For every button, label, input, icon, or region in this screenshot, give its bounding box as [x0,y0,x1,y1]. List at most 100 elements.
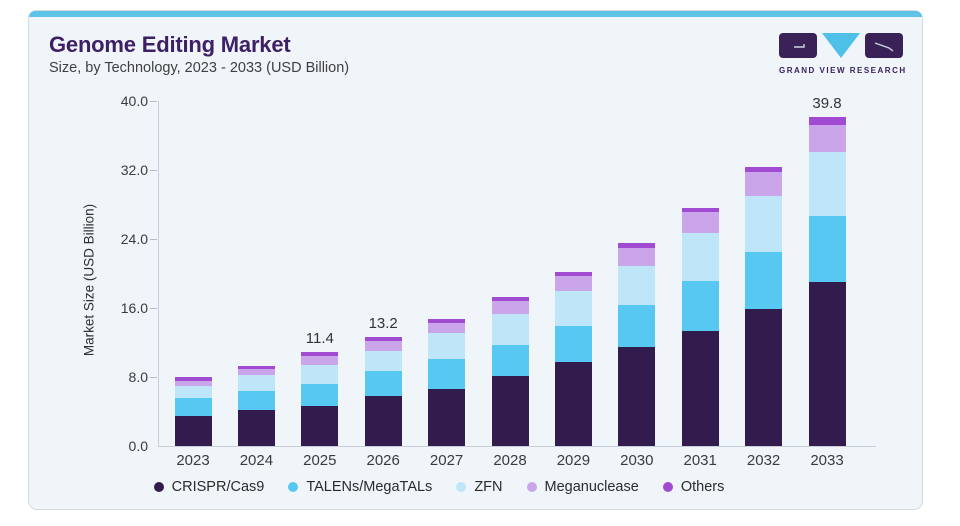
chart-title: Genome Editing Market [49,32,291,57]
bar-2024-segment-meganuclease [237,369,275,375]
y-tick-label-40.0: 40.0 [120,93,148,109]
bar-2030-segment-zfn [618,265,656,306]
bar-2032-segment-meganuclease [745,172,783,197]
value-label-2026: 13.2 [368,314,398,332]
bar-2026-segment-crispr-cas9 [364,396,402,446]
bar-2030 [618,242,656,446]
bar-2030-segment-others [618,242,656,248]
legend-item-crispr-cas9: CRISPR/Cas9 [153,479,265,495]
bar-2026-segment-talens-megatals [364,370,402,397]
bar-2024 [237,365,275,446]
bar-2032-segment-zfn [745,196,783,252]
bar-2026-segment-meganuclease [364,340,402,351]
y-tick-label-16.0: 16.0 [120,300,148,316]
legend-item-talens-megatals: TALENs/MegaTALs [288,479,432,495]
bar-2031-segment-crispr-cas9 [681,331,719,446]
bar-2023 [174,377,212,446]
bar-2029-segment-zfn [554,290,592,327]
year-label-2031: 2031 [683,452,717,469]
bar-2033-segment-crispr-cas9 [808,282,846,446]
chart-subtitle: Size, by Technology, 2023 - 2033 (USD Bi… [49,60,350,76]
legend-dot-zfn [456,482,467,492]
year-label-2029: 2029 [556,452,591,469]
y-tick-mark-16.0 [150,308,157,309]
legend-dot-meganuclease [526,482,537,492]
bar-2033 [808,116,846,446]
bar-2032 [745,167,783,446]
legend-dot-talens-megatals [288,482,299,492]
legend-label-others: Others [680,479,725,495]
y-axis-title: Market Size (USD Billion) [81,203,97,357]
bar-2028 [491,297,529,446]
year-label-2023: 2023 [176,452,210,469]
bar-2029-segment-meganuclease [554,276,592,291]
legend-dot-others [662,482,673,492]
legend-item-zfn: ZFN [456,479,503,495]
legend-item-meganuclease: Meganuclease [526,479,639,495]
y-tick-label-24.0: 24.0 [120,231,148,247]
bar-2025-segment-zfn [301,364,339,384]
bar-2030-segment-talens-megatals [618,305,656,347]
bar-2024-segment-crispr-cas9 [237,410,275,446]
year-label-2030: 2030 [620,452,654,469]
x-axis-line [158,446,876,447]
bar-2024-segment-others [237,365,275,370]
legend-label-meganuclease: Meganuclease [544,479,639,495]
bar-2025-segment-others [301,351,339,356]
year-label-2027: 2027 [429,452,464,469]
legend: CRISPR/Cas9 TALENs/MegaTALs ZFN Meganucleas… [0,479,878,495]
bar-2031-segment-zfn [681,232,719,281]
bar-2028-segment-crispr-cas9 [491,375,529,446]
bar-2028-segment-others [491,297,529,302]
y-tick-label-32.0: 32.0 [120,162,148,178]
legend-label-zfn: ZFN [474,479,503,495]
legend-item-others: Others [662,479,725,495]
bar-2028-segment-talens-megatals [491,345,529,376]
bar-2025-segment-talens-megatals [301,383,339,407]
bar-2023-segment-zfn [174,385,212,398]
gvr-logo: GRAND VIEW RESEARCH [779,33,907,75]
bar-2027 [428,318,466,446]
bar-2031-segment-meganuclease [681,211,719,233]
bar-2023-segment-others [174,377,212,381]
legend-label-crispr-cas9: CRISPR/Cas9 [171,479,265,495]
bar-2027-segment-meganuclease [428,322,466,333]
bar-2033-segment-meganuclease [808,125,846,153]
y-tick-label-8.0: 8.0 [128,369,148,385]
bar-2025-segment-meganuclease [301,355,339,365]
year-label-2024: 2024 [239,452,274,469]
bar-2024-segment-zfn [237,374,275,392]
bar-2033-segment-zfn [808,152,846,217]
y-tick-mark-24.0 [150,239,157,240]
year-label-2033: 2033 [810,452,844,469]
year-label-2025: 2025 [303,452,337,469]
year-label-2028: 2028 [493,452,527,469]
chart-card: Genome Editing Market Size, by Technolog… [28,10,923,510]
y-tick-mark-8.0 [150,377,157,378]
bar-2031 [681,207,719,446]
card-accent-bar [29,11,922,17]
gvr-logo-text: GRAND VIEW RESEARCH [779,66,907,75]
bar-2026-segment-others [364,336,402,341]
bar-2027-segment-talens-megatals [428,359,466,389]
value-label-2025: 11.4 [305,329,334,347]
bar-2030-segment-meganuclease [618,247,656,266]
year-label-2026: 2026 [366,452,400,469]
legend-dot-crispr-cas9 [153,482,164,492]
bar-2028-segment-meganuclease [491,301,529,315]
y-tick-mark-40.0 [150,101,157,102]
bar-2031-segment-others [681,207,719,212]
bar-2025 [301,351,339,446]
bar-2032-segment-others [745,167,783,173]
bar-2033-segment-talens-megatals [808,216,846,283]
bar-2027-segment-crispr-cas9 [428,388,466,446]
bar-2027-segment-others [428,318,466,323]
bar-2023-segment-crispr-cas9 [174,416,212,446]
legend-label-talens-megatals: TALENs/MegaTALs [306,479,433,495]
y-tick-mark-32.0 [150,170,157,171]
bar-2031-segment-talens-megatals [681,280,719,331]
gvr-logo-icon [779,33,903,58]
bar-2025-segment-crispr-cas9 [301,406,339,446]
year-label-2032: 2032 [746,452,781,469]
